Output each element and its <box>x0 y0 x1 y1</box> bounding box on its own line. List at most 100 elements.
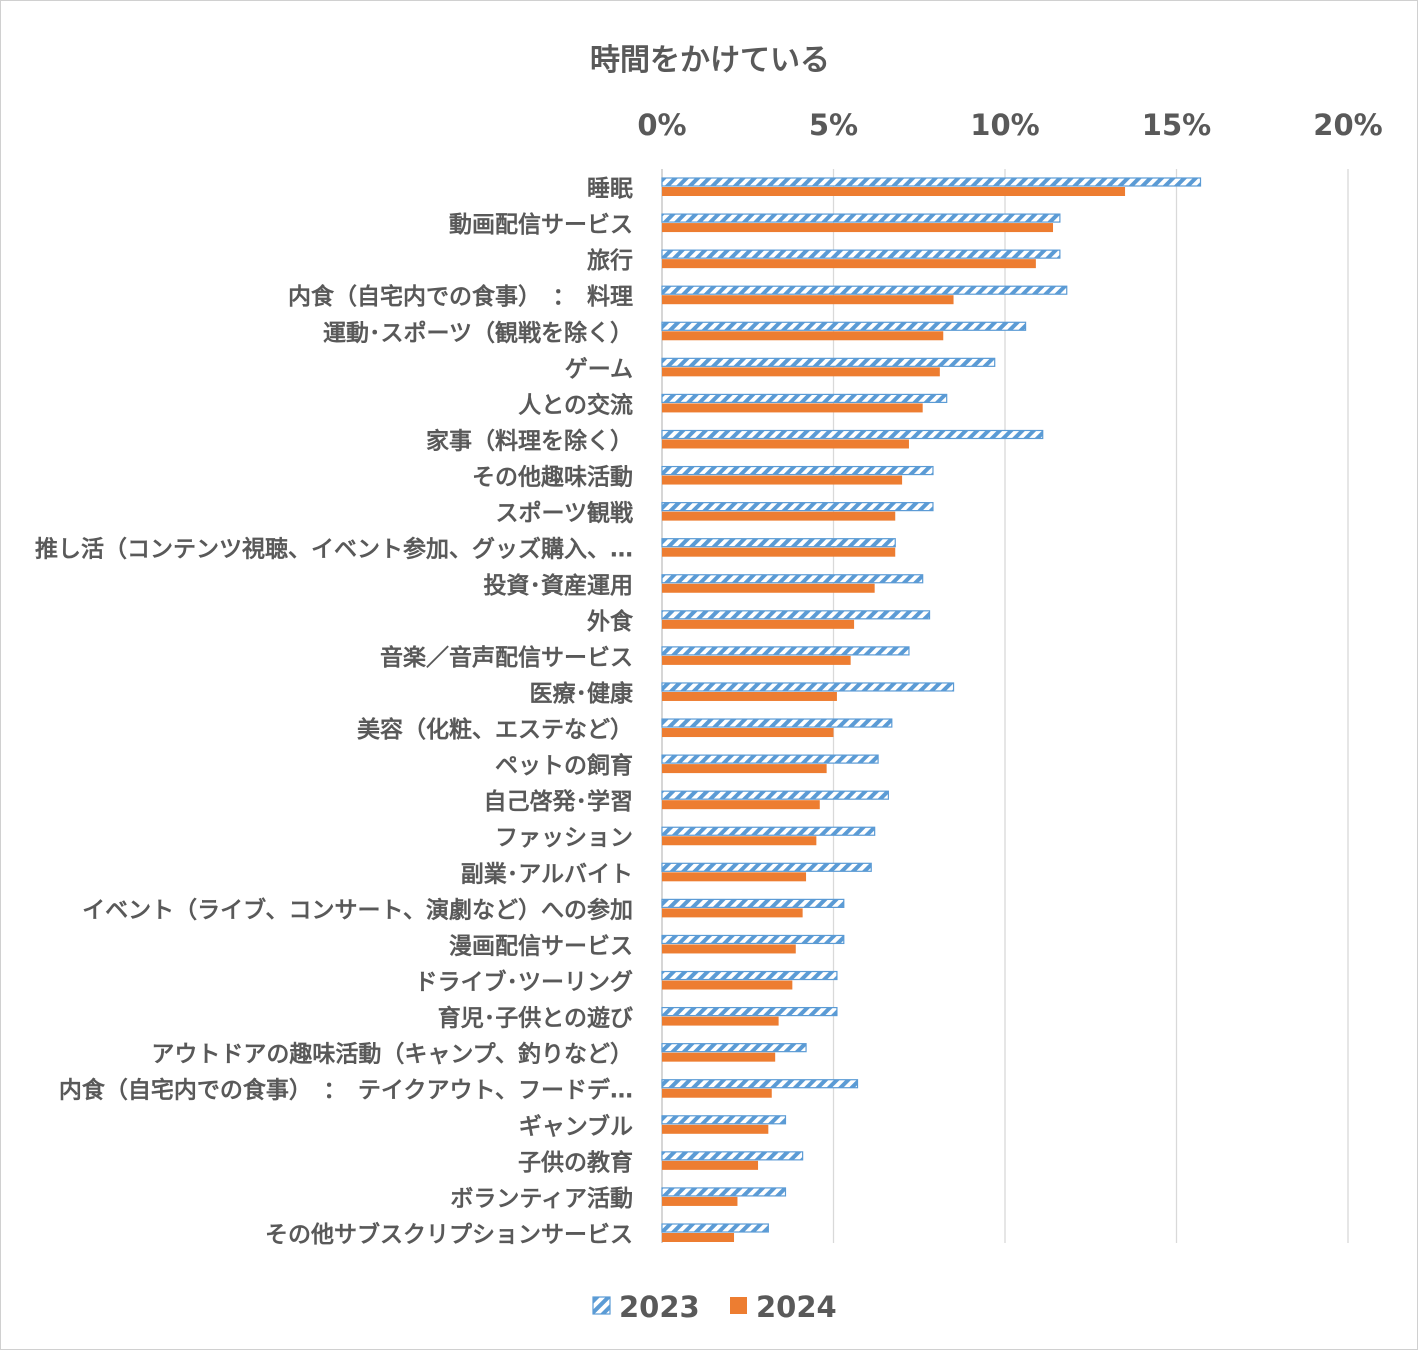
bar-2023 <box>661 934 845 945</box>
bar-2024 <box>662 655 851 665</box>
category-label: その他趣味活動 <box>472 465 633 491</box>
legend-label-2024: 2024 <box>756 1290 837 1324</box>
chart-title: 時間をかけている <box>590 43 830 78</box>
category-label: 推し活（コンテンツ視聴、イベント参加、グッズ購入、… <box>35 536 633 563</box>
category-label: 内食（自宅内での食事） ： 料理 <box>288 283 633 310</box>
category-label: 美容（化粧、エステなど） <box>357 716 633 743</box>
bar-2024 <box>662 259 1036 269</box>
bar-2023 <box>661 1187 787 1197</box>
bar-2024 <box>662 511 896 521</box>
bar-2023 <box>661 718 893 728</box>
bar-2024 <box>662 944 796 954</box>
legend-swatch-2023 <box>592 1296 611 1315</box>
bar-2023 <box>661 502 934 512</box>
bar-2024 <box>662 1233 735 1242</box>
category-label: イベント（ライブ、コンサート、演劇など）への参加 <box>82 896 633 923</box>
bar-2024 <box>662 187 1126 196</box>
bar-2024 <box>662 1016 779 1026</box>
bar-2024 <box>662 764 827 774</box>
category-label: 育児･子供との遊び <box>438 1005 633 1032</box>
bar-2024 <box>662 583 875 593</box>
bar-2023 <box>661 285 1068 295</box>
category-label: その他サブスクリプションサービス <box>265 1221 633 1248</box>
category-label: ゲーム <box>565 356 633 382</box>
bar-2024 <box>662 908 803 918</box>
x-tick-label: 20% <box>1313 108 1382 142</box>
bar-2023 <box>661 754 879 764</box>
bar-2024 <box>662 836 817 846</box>
bar-2023 <box>661 1151 804 1161</box>
category-label: アウトドアの趣味活動（キャンプ、釣りなど） <box>151 1041 633 1068</box>
category-label: 子供の教育 <box>518 1149 633 1176</box>
x-axis-ticks: 0% 5% 10% 15% 20% <box>637 108 1382 142</box>
bar-2024 <box>662 547 896 557</box>
bar-2023 <box>661 574 924 584</box>
bar-2024 <box>662 800 820 810</box>
bar-2024 <box>662 223 1054 233</box>
bar-2024 <box>662 619 855 629</box>
bar-2023 <box>661 1043 807 1053</box>
gridlines <box>661 169 1349 1243</box>
bar-2024 <box>662 331 944 341</box>
bar-2024 <box>662 367 940 377</box>
bar-2023 <box>661 357 996 367</box>
bar-2023 <box>661 898 845 908</box>
legend-swatch-2024 <box>730 1297 747 1314</box>
category-label: 家事（料理を除く） <box>426 427 633 454</box>
category-label: 外食 <box>587 608 634 635</box>
category-label: 医療･健康 <box>530 680 635 707</box>
category-label: スポーツ観戦 <box>495 500 633 527</box>
bar-2023 <box>661 321 1027 331</box>
bar-2024 <box>662 1160 759 1170</box>
bar-2024 <box>662 1196 738 1206</box>
bar-2024 <box>662 980 793 990</box>
bar-2023 <box>661 249 1061 259</box>
category-label: 音楽／音声配信サービス <box>380 644 633 671</box>
bar-2023 <box>661 970 838 981</box>
bar-2023 <box>661 393 948 404</box>
bar-2023 <box>661 1115 787 1125</box>
category-label: ドライブ･ツーリング <box>415 969 634 996</box>
category-label: ペットの飼育 <box>495 752 633 779</box>
bar-2023 <box>661 790 889 800</box>
category-label: ギャンブル <box>519 1113 633 1140</box>
bar-2024 <box>662 728 834 738</box>
category-label: 人との交流 <box>518 391 633 418</box>
x-tick-label: 5% <box>809 108 858 142</box>
bar-2024 <box>662 1124 769 1134</box>
x-tick-label: 10% <box>970 108 1039 142</box>
bar-2023 <box>661 213 1061 223</box>
bar-2023 <box>661 682 955 692</box>
category-label: 投資･資産運用 <box>484 572 634 599</box>
category-label: 動画配信サービス <box>449 211 633 238</box>
category-label: 副業･アルバイト <box>461 860 633 887</box>
category-label: 運動･スポーツ（観戦を除く） <box>323 319 633 346</box>
category-label: 旅行 <box>587 247 633 274</box>
bar-2024 <box>662 1088 772 1098</box>
bar-2023 <box>661 429 1044 440</box>
bar-2023 <box>661 646 910 656</box>
bar-2023 <box>661 610 931 620</box>
bars <box>661 177 1202 1242</box>
bar-2024 <box>662 475 903 485</box>
category-label: 自己啓発･学習 <box>484 788 634 815</box>
bar-2023 <box>661 1223 769 1233</box>
bar-2023 <box>661 538 896 548</box>
bar-2024 <box>662 691 837 701</box>
bar-2024 <box>662 439 909 449</box>
x-tick-label: 0% <box>637 108 686 142</box>
category-label: 内食（自宅内での食事） ： テイクアウト、フードデ… <box>59 1077 633 1104</box>
bar-2024 <box>662 295 954 305</box>
category-label: ボランティア活動 <box>450 1186 633 1212</box>
bar-2023 <box>661 177 1202 187</box>
bar-2023 <box>661 862 872 872</box>
legend-label-2023: 2023 <box>619 1290 700 1324</box>
bar-2024 <box>662 872 807 882</box>
bar-2023 <box>661 1006 838 1017</box>
x-tick-label: 15% <box>1142 108 1211 142</box>
bar-2023 <box>661 1079 859 1089</box>
category-label: 睡眠 <box>587 176 633 202</box>
